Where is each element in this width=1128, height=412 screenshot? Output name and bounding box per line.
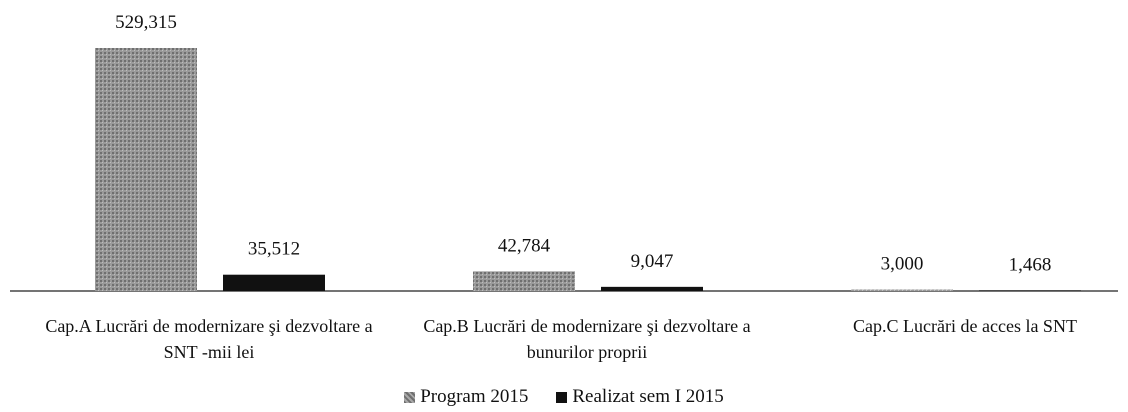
bar bbox=[223, 274, 325, 291]
data-label: 35,512 bbox=[248, 239, 300, 260]
x-tick-label: Cap.C Lucrări de acces la SNT bbox=[853, 316, 1077, 336]
data-label: 529,315 bbox=[115, 12, 177, 33]
bar bbox=[979, 290, 1081, 291]
legend-swatch bbox=[556, 391, 568, 403]
legend-item: Realizat sem I 2015 bbox=[556, 386, 724, 408]
x-tick-label: Cap.B Lucrări de modernizare şi dezvolta… bbox=[423, 316, 751, 362]
data-label: 1,468 bbox=[1009, 254, 1052, 275]
legend-item: Program 2015 bbox=[404, 386, 528, 408]
bar bbox=[473, 271, 575, 291]
legend-swatch bbox=[404, 391, 416, 403]
bar bbox=[95, 48, 197, 291]
legend-label: Program 2015 bbox=[420, 386, 529, 407]
bar bbox=[601, 286, 703, 291]
x-tick-label: Cap.A Lucrări de modernizare şi dezvolta… bbox=[45, 316, 373, 362]
legend: Program 2015 Realizat sem I 2015 bbox=[0, 386, 1128, 409]
legend-label: Realizat sem I 2015 bbox=[572, 386, 724, 407]
data-label: 3,000 bbox=[881, 254, 924, 275]
data-label: 9,047 bbox=[631, 251, 674, 272]
bar bbox=[851, 289, 953, 291]
data-label: 42,784 bbox=[498, 235, 551, 256]
